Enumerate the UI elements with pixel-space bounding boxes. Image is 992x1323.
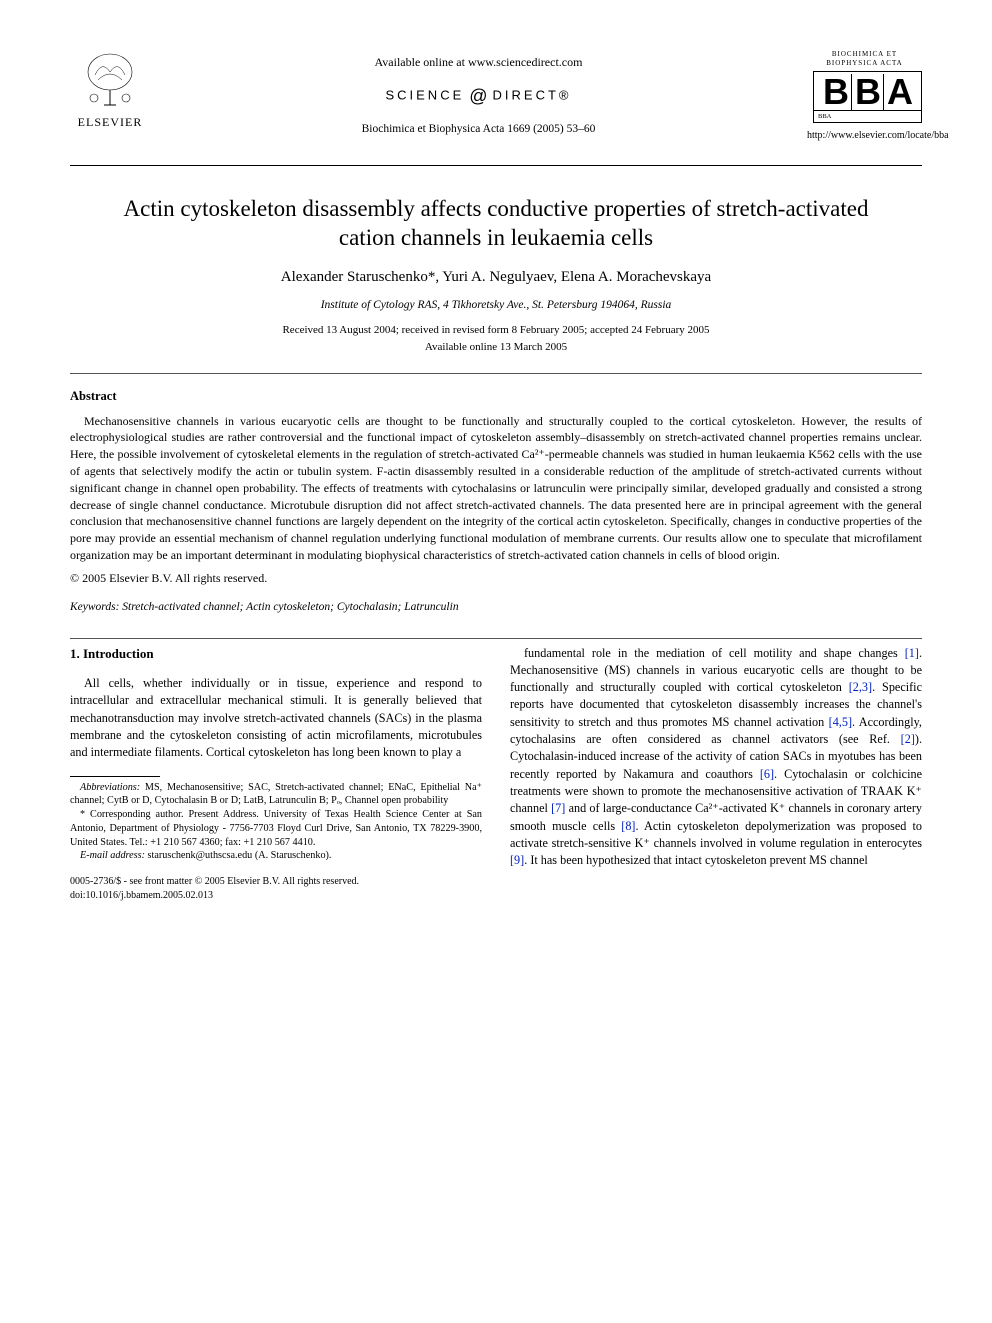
bba-logo-box: B B A BBA bbox=[813, 71, 922, 123]
intro-para-1-cont: fundamental role in the mediation of cel… bbox=[510, 645, 922, 870]
abbrev-label: Abbreviations: bbox=[80, 782, 140, 793]
abstract-heading: Abstract bbox=[70, 388, 922, 405]
column-right: fundamental role in the mediation of cel… bbox=[510, 645, 922, 904]
abstract-copyright: © 2005 Elsevier B.V. All rights reserved… bbox=[70, 570, 922, 586]
available-online-text: Available online at www.sciencedirect.co… bbox=[150, 54, 807, 70]
at-symbol-icon: @ bbox=[464, 86, 492, 106]
bba-letters: B B A bbox=[814, 72, 921, 110]
keywords-line: Keywords: Stretch-activated channel; Act… bbox=[70, 600, 922, 616]
elsevier-tree-icon bbox=[80, 50, 140, 110]
footnote-rule bbox=[70, 776, 160, 777]
intro-para-1: All cells, whether individually or in ti… bbox=[70, 675, 482, 762]
publisher-logo: ELSEVIER bbox=[70, 50, 150, 140]
received-dates: Received 13 August 2004; received in rev… bbox=[70, 323, 922, 338]
authors-line: Alexander Staruschenko*, Yuri A. Negulya… bbox=[70, 267, 922, 287]
abbreviations-footnote: Abbreviations: MS, Mechanosensitive; SAC… bbox=[70, 781, 482, 809]
pre-abstract-rule bbox=[70, 373, 922, 374]
available-date: Available online 13 March 2005 bbox=[70, 340, 922, 355]
citation-link[interactable]: [4,5] bbox=[829, 715, 852, 729]
publisher-name: ELSEVIER bbox=[78, 114, 143, 130]
journal-citation: Biochimica et Biophysica Acta 1669 (2005… bbox=[150, 122, 807, 138]
keywords-list: Stretch-activated channel; Actin cytoske… bbox=[122, 601, 458, 613]
sd-prefix: SCIENCE bbox=[385, 88, 464, 103]
column-left: 1. Introduction All cells, whether indiv… bbox=[70, 645, 482, 904]
abstract-text: Mechanosensitive channels in various euc… bbox=[70, 413, 922, 564]
citation-link[interactable]: [8] bbox=[621, 819, 635, 833]
affiliation: Institute of Cytology RAS, 4 Tikhoretsky… bbox=[70, 298, 922, 314]
front-matter-line: 0005-2736/$ - see front matter © 2005 El… bbox=[70, 875, 482, 889]
section-1-heading: 1. Introduction bbox=[70, 645, 482, 663]
journal-logo-block: BIOCHIMICA ET BIOPHYSICA ACTA B B A BBA … bbox=[807, 50, 922, 143]
bba-b1: B bbox=[820, 74, 851, 110]
journal-url[interactable]: http://www.elsevier.com/locate/bba bbox=[807, 129, 922, 143]
email-footnote: E-mail address: staruschenk@uthscsa.edu … bbox=[70, 849, 482, 863]
footer-copyright: 0005-2736/$ - see front matter © 2005 El… bbox=[70, 875, 482, 903]
citation-link[interactable]: [2,3] bbox=[849, 680, 872, 694]
bba-a: A bbox=[883, 74, 915, 110]
email-label: E-mail address: bbox=[80, 850, 145, 861]
sciencedirect-logo: SCIENCE @ DIRECT® bbox=[150, 84, 807, 108]
email-value[interactable]: staruschenk@uthscsa.edu (A. Staruschenko… bbox=[148, 850, 332, 861]
citation-link[interactable]: [2] bbox=[901, 732, 915, 746]
bba-b2: B bbox=[851, 74, 883, 110]
body-columns: 1. Introduction All cells, whether indiv… bbox=[70, 645, 922, 904]
citation-link[interactable]: [6] bbox=[760, 767, 774, 781]
keywords-label: Keywords: bbox=[70, 601, 119, 613]
doi-line: doi:10.1016/j.bbamem.2005.02.013 bbox=[70, 889, 482, 903]
citation-link[interactable]: [9] bbox=[510, 853, 524, 867]
footnotes-block: Abbreviations: MS, Mechanosensitive; SAC… bbox=[70, 781, 482, 864]
article-title: Actin cytoskeleton disassembly affects c… bbox=[110, 194, 882, 254]
header-center: Available online at www.sciencedirect.co… bbox=[150, 50, 807, 138]
abstract-body: Mechanosensitive channels in various euc… bbox=[70, 413, 922, 564]
header-rule bbox=[70, 165, 922, 166]
journal-header: ELSEVIER Available online at www.science… bbox=[70, 50, 922, 143]
journal-full-name: BIOCHIMICA ET BIOPHYSICA ACTA bbox=[807, 50, 922, 69]
corresponding-author-footnote: * Corresponding author. Present Address.… bbox=[70, 808, 482, 849]
citation-link[interactable]: [1] bbox=[905, 646, 919, 660]
post-keywords-rule bbox=[70, 638, 922, 639]
sd-suffix: DIRECT® bbox=[493, 88, 572, 103]
corr-label: * Corresponding author. bbox=[80, 809, 184, 820]
citation-link[interactable]: [7] bbox=[551, 801, 565, 815]
